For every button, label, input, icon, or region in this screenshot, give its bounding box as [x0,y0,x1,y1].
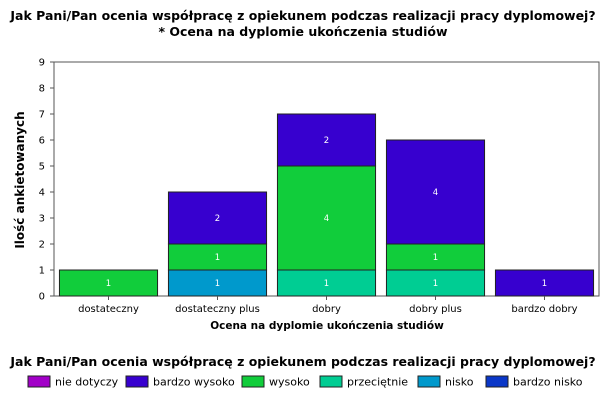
y-axis-title: Ilość ankietowanych [13,111,27,248]
legend-swatch [125,375,149,388]
bar-value-label: 4 [433,188,438,198]
bar-segment [494,269,595,297]
bar-segment [276,165,377,271]
bar-segment [167,243,268,271]
legend: nie dotyczy bardzo wysoko wysoko przeciętni… [27,375,583,389]
y-tick-label: 4 [39,188,45,199]
bar-value-label: 1 [542,279,547,289]
bar-value-label: 4 [324,214,329,224]
y-tick-label: 3 [39,214,45,225]
y-tick-label: 2 [39,240,45,251]
legend-swatch [241,375,265,388]
legend-item-label: wysoko [269,376,310,389]
legend-swatch [319,375,343,388]
bar-value-label: 2 [324,136,329,146]
bar-segment [276,269,377,297]
legend-swatch [27,375,51,388]
bar-segment [58,269,159,297]
bar-segment [385,243,486,271]
legend-item-label: bardzo wysoko [153,376,235,389]
y-tick-label: 8 [39,84,45,95]
legend-item-label: przeciętnie [347,376,408,389]
bars: 1 1 1 2 1 4 2 1 1 4 1 [58,113,595,297]
bar-value-label: 2 [215,214,220,224]
bar-value-label: 1 [215,279,220,289]
legend-swatch [485,375,509,388]
x-tick-label: dobry plus [409,304,462,315]
bar-value-label: 1 [433,253,438,263]
legend-title: Jak Pani/Pan ocenia współpracę z opiekun… [9,354,595,369]
bar-value-label: 1 [106,279,111,289]
x-tick-label: bardzo dobry [511,304,577,315]
bar-value-label: 1 [215,253,220,263]
chart-subtitle: * Ocena na dyplomie ukończenia studiów [158,24,447,39]
chart-title: Jak Pani/Pan ocenia współpracę z opiekun… [9,8,595,23]
y-axis: 0 1 2 3 4 5 6 7 8 9 [39,58,54,303]
bar-segment [276,113,377,167]
legend-item-label: bardzo nisko [513,376,583,389]
x-tick-label: dostateczny plus [175,304,260,315]
bar-value-label: 1 [433,279,438,289]
bar-value-label: 1 [324,279,329,289]
x-tick-label: dobry [312,304,341,315]
legend-item-label: nisko [445,376,474,389]
x-axis-title: Ocena na dyplomie ukończenia studiów [210,320,444,332]
y-tick-label: 7 [39,110,45,121]
y-tick-label: 5 [39,162,45,173]
y-tick-label: 6 [39,136,45,147]
bar-segment [167,191,268,245]
legend-item-label: nie dotyczy [55,376,119,389]
x-axis: dostateczny dostateczny plus dobry dobry pl… [78,296,578,315]
bar-segment [385,139,486,245]
legend-swatch [417,375,441,388]
y-tick-label: 1 [39,266,45,277]
x-tick-label: dostateczny [78,304,139,315]
y-tick-label: 0 [39,292,45,303]
y-tick-label: 9 [39,58,45,69]
bar-segment [167,269,268,297]
